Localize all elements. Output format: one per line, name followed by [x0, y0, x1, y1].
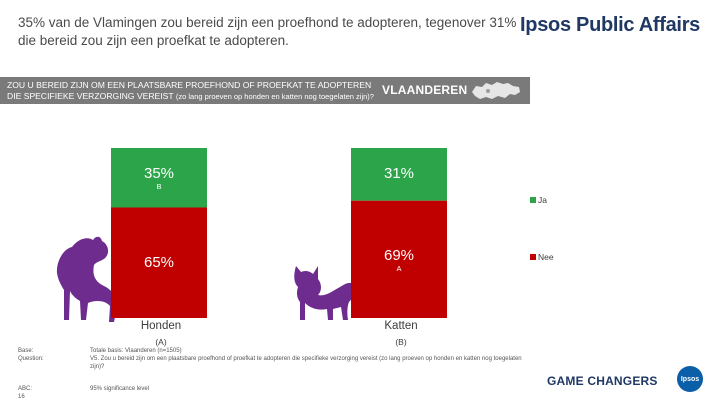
data-label-ja-katten: 31% [351, 165, 447, 182]
data-label-nee-katten: 69% [351, 247, 447, 264]
data-label-nee-honden: 65% [111, 254, 207, 271]
footer-base-text: Totale basis: Vlaanderen (n=1505) [90, 347, 530, 355]
legend-ja: Ja [530, 195, 547, 205]
ipsos-logo: Ipsos [677, 366, 703, 392]
footer-question-label: Question: [18, 355, 44, 363]
footer-abc-label: ABC: [18, 385, 32, 393]
significance-letter-nee-katten: A [351, 264, 447, 273]
category-letter-a: (A) [91, 337, 231, 347]
page-number: 16 [18, 393, 25, 401]
legend-ja-label: Ja [538, 195, 547, 205]
legend-ja-swatch [530, 197, 536, 203]
game-changers-tagline: GAME CHANGERS [547, 374, 658, 388]
data-label-ja-honden: 35% [111, 165, 207, 182]
legend-nee: Nee [530, 252, 554, 262]
category-label-honden: Honden [91, 320, 231, 332]
significance-letter-ja-honden: B [111, 182, 207, 191]
footer-base-label: Base: [18, 347, 33, 355]
category-letter-b: (B) [331, 337, 471, 347]
category-label-katten: Katten [331, 320, 471, 332]
footer-question-text: V5. Zou u bereid zijn om een plaatsbare … [90, 355, 530, 371]
footer-abc-text: 95% significance level [90, 385, 530, 393]
legend-nee-swatch [530, 254, 536, 260]
legend-nee-label: Nee [538, 252, 554, 262]
